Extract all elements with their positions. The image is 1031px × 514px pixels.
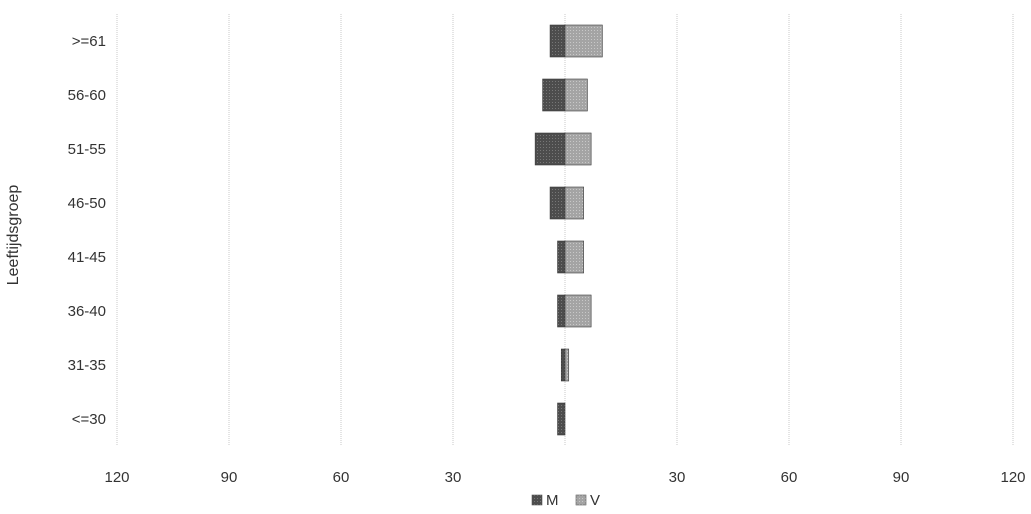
x-tick-label: 30 [669, 469, 686, 486]
bars [534, 24, 603, 436]
x-tick-label: 120 [1000, 469, 1025, 486]
bar-m [557, 402, 566, 436]
bar-v [564, 240, 584, 274]
category-label: <=30 [72, 411, 106, 428]
category-label: 51-55 [68, 141, 106, 158]
bar-v [564, 78, 588, 112]
bar-v [564, 132, 592, 166]
category-labels: >=61 56-60 51-55 46-50 41-45 36-40 31-35 <=30 [68, 33, 106, 428]
bar-v [564, 348, 570, 382]
category-label: 41-45 [68, 249, 106, 266]
x-tick-label: 60 [781, 469, 798, 486]
bar-v [564, 294, 592, 328]
x-tick-labels: 120 90 60 30 30 60 90 120 [104, 469, 1025, 486]
bar-v [564, 186, 584, 220]
bar-m [542, 78, 566, 112]
legend-swatch-m [531, 494, 543, 506]
category-label: 46-50 [68, 195, 106, 212]
bar-m [534, 132, 566, 166]
bar-m [557, 240, 566, 274]
bar-m [557, 294, 566, 328]
legend-swatch-v [575, 494, 587, 506]
category-label: 56-60 [68, 87, 106, 104]
x-tick-label: 120 [104, 469, 129, 486]
category-label: 31-35 [68, 357, 106, 374]
legend-label-v: V [590, 492, 600, 509]
x-tick-label: 90 [893, 469, 910, 486]
y-axis-label: Leeftijdsgroep [5, 185, 22, 286]
bar-m [560, 348, 566, 382]
bar-v [564, 24, 603, 58]
category-label: >=61 [72, 33, 106, 50]
category-label: 36-40 [68, 303, 106, 320]
bar-m [549, 186, 566, 220]
x-tick-label: 60 [333, 469, 350, 486]
legend-label-m: M [546, 492, 559, 509]
bar-m [549, 24, 566, 58]
x-tick-label: 30 [445, 469, 462, 486]
x-tick-label: 90 [221, 469, 238, 486]
